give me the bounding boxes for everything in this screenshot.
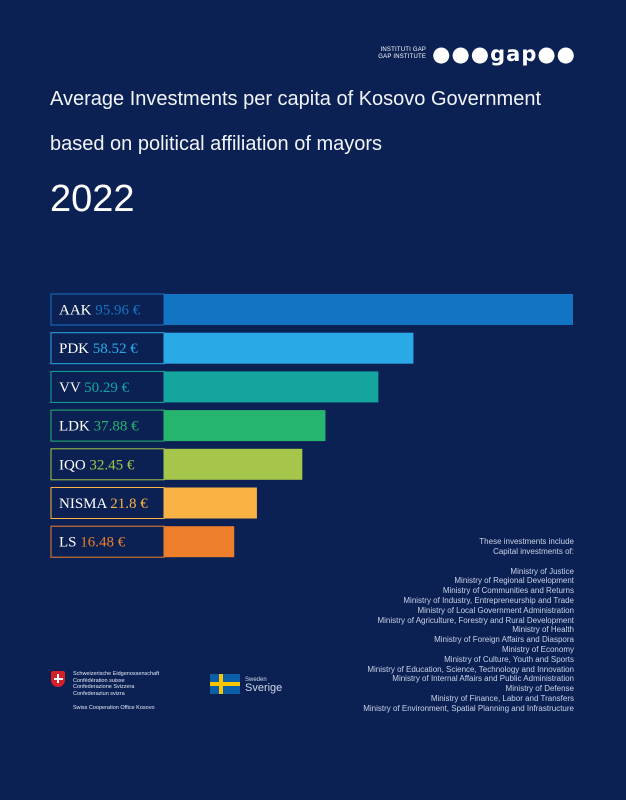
bar-nisma: [164, 487, 257, 519]
ministry-list: Ministry of Justice Ministry of Regional …: [363, 567, 574, 714]
bar-aak: [164, 294, 573, 325]
logo-text: INSTITUTI GAP GAP INSTITUTE: [378, 47, 426, 61]
sweden-big-text: Sverige: [245, 682, 283, 694]
sweden-small-text: Sweden: [245, 677, 267, 683]
chart-title-line-1: Average Investments per capita of Kosovo…: [50, 88, 542, 110]
ministry-item: Ministry of Foreign Affairs and Diaspora: [434, 635, 574, 645]
bar-vv: [164, 371, 379, 403]
logo-line-2: GAP INSTITUTE: [378, 54, 427, 60]
category-label: PDK: [59, 341, 93, 357]
bar-label: PDK 58.52 €: [59, 341, 138, 357]
swiss-flag-icon: [51, 671, 65, 687]
ministry-item: Ministry of Communities and Returns: [442, 586, 574, 596]
sweden-sponsor-text: Sweden Sverige: [245, 676, 283, 694]
value-label: 37.88 €: [94, 419, 140, 435]
bar-label: LDK 37.88 €: [59, 419, 139, 435]
ministry-item: Ministry of Culture, Youth and Sports: [444, 654, 574, 664]
note-heading-line-2: Capital investments of:: [493, 546, 574, 556]
bar-label: NISMA 21.8 €: [59, 496, 148, 512]
ministry-item: Ministry of Local Government Administrat…: [417, 605, 574, 615]
category-label: VV: [59, 380, 84, 396]
swiss-line-2: Confédération suisse: [73, 677, 125, 684]
logo-mark: ●●●gap●●: [432, 42, 576, 66]
ministry-item: Ministry of Justice: [510, 566, 574, 576]
value-label: 21.8 €: [110, 496, 148, 512]
swiss-sponsor-text: Schweizerische Eidgenossenschaft Confédé…: [73, 671, 159, 712]
swiss-sponsor: Schweizerische Eidgenossenschaft Confédé…: [51, 671, 159, 712]
bar-label: IQO 32.45 €: [59, 457, 135, 473]
category-label: AAK: [59, 303, 95, 319]
value-label: 95.96 €: [95, 303, 141, 319]
ministry-item: Ministry of Regional Development: [454, 576, 574, 586]
value-label: 58.52 €: [93, 341, 139, 357]
ministry-item: Ministry of Agriculture, Forestry and Ru…: [377, 615, 574, 625]
sweden-flag-icon: [210, 674, 240, 694]
ministry-item: Ministry of Internal Affairs and Public …: [392, 674, 574, 684]
sweden-sponsor: Sweden Sverige: [210, 674, 282, 694]
category-label: IQO: [59, 457, 89, 473]
value-label: 32.45 €: [89, 457, 135, 473]
logo-line-1: INSTITUTI GAP: [380, 47, 427, 53]
ministry-item: Ministry of Education, Science, Technolo…: [367, 664, 574, 674]
bar-pdk: [164, 332, 414, 364]
category-label: LS: [59, 535, 80, 551]
note-heading-line-1: These investments include: [479, 537, 574, 546]
bar-label: AAK 95.96 €: [59, 303, 141, 319]
value-label: 50.29 €: [84, 380, 130, 396]
note-heading: These investments include Capital invest…: [363, 537, 574, 557]
bar-label: VV 50.29 €: [59, 380, 130, 396]
investments-note: These investments include Capital invest…: [363, 537, 574, 714]
ministry-item: Ministry of Finance, Labor and Transfers: [430, 693, 574, 703]
swiss-office: Swiss Cooperation Office Kosovo: [73, 705, 155, 711]
ministry-item: Ministry of Industry, Entrepreneurship a…: [403, 595, 574, 605]
bar-label: LS 16.48 €: [59, 535, 126, 551]
bar-ls: [164, 526, 235, 558]
chart-year: 2022: [50, 178, 135, 220]
swiss-line-4: Confederaziun svizra: [73, 690, 125, 697]
category-label: LDK: [59, 419, 94, 435]
ministry-item: Ministry of Defense: [505, 684, 574, 694]
ministry-item: Ministry of Health: [512, 625, 574, 635]
chart-title-line-2: based on political affiliation of mayors: [50, 133, 383, 155]
ministry-item: Ministry of Environment, Spatial Plannin…: [363, 703, 574, 713]
swiss-line-3: Confederazione Svizzera: [73, 684, 135, 690]
bar-iqo: [164, 448, 303, 480]
value-label: 16.48 €: [80, 535, 126, 551]
logo: INSTITUTI GAP GAP INSTITUTE ●●●gap●●: [378, 42, 576, 66]
swiss-line-1: Schweizerische Eidgenossenschaft: [73, 671, 160, 677]
bar-ldk: [164, 410, 326, 442]
ministry-item: Ministry of Economy: [501, 644, 574, 654]
category-label: NISMA: [59, 496, 110, 512]
